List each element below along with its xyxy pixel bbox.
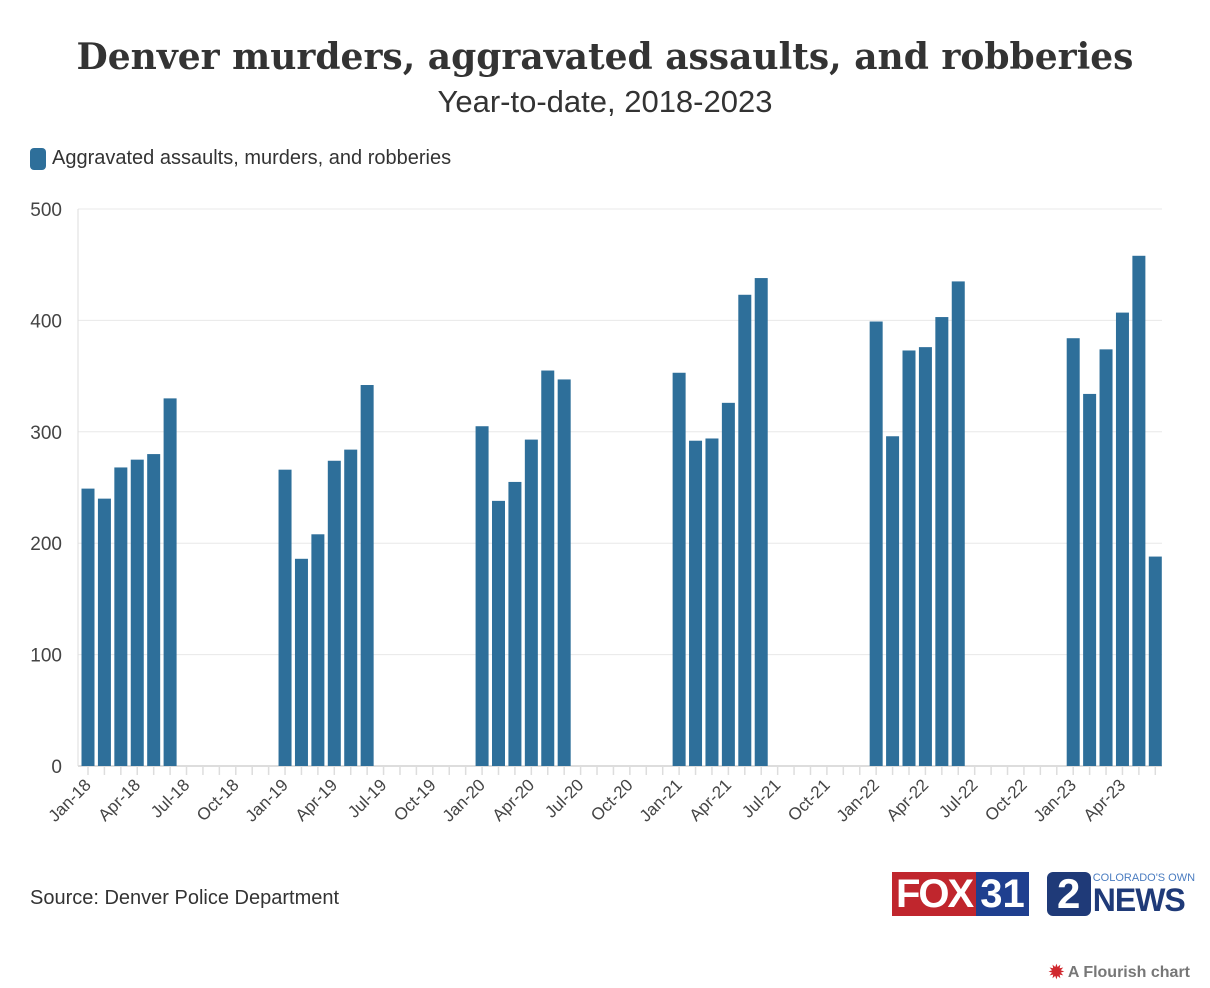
x-tick-label: Oct-21 (784, 775, 834, 825)
bar (672, 372, 686, 766)
bar (524, 439, 538, 766)
bar (935, 317, 949, 766)
x-tick-label: Jul-20 (541, 775, 587, 821)
x-tick-label: Apr-23 (1080, 775, 1130, 825)
bar (705, 438, 719, 766)
bar (344, 449, 358, 766)
x-tick-label: Jan-23 (1030, 775, 1080, 825)
flourish-credit[interactable]: ✹ A Flourish chart (1048, 962, 1190, 982)
bar (1115, 312, 1129, 766)
bar (902, 350, 916, 766)
bar (163, 398, 177, 766)
y-tick-label: 100 (30, 646, 62, 667)
x-tick-label: Jan-19 (242, 775, 292, 825)
x-tick-label: Jul-21 (738, 775, 784, 821)
bar (1099, 349, 1113, 766)
bar (97, 498, 111, 766)
bar (951, 281, 965, 766)
bar (557, 379, 571, 766)
x-tick-label: Jan-20 (439, 775, 489, 825)
bar (1066, 338, 1080, 766)
y-tick-label: 400 (30, 311, 62, 332)
x-tick-label: Oct-22 (981, 775, 1031, 825)
bar (114, 467, 128, 766)
bar (1083, 393, 1097, 766)
news2-logo: 2 COLORADO'S OWN NEWS (1046, 872, 1195, 916)
bar (311, 534, 325, 766)
bar (869, 321, 883, 766)
bar (508, 481, 522, 766)
fox31-logo: FOX 31 (892, 872, 1029, 916)
bar (81, 488, 95, 766)
bar (360, 385, 374, 766)
legend: Aggravated assaults, murders, and robber… (30, 147, 451, 170)
y-tick-label: 300 (30, 423, 62, 444)
x-tick-label: Apr-21 (686, 775, 736, 825)
legend-label: Aggravated assaults, murders, and robber… (52, 147, 452, 169)
chart-title: Denver murders, aggravated assaults, and… (76, 36, 1134, 78)
bar (541, 370, 555, 766)
bar (130, 459, 144, 766)
bar-chart: 0 100 200 300 400 500 Jan-18 Apr-18 Jul-18 Oct-18… (30, 200, 1162, 826)
legend-swatch (30, 147, 46, 170)
x-tick-label: Jan-22 (833, 775, 883, 825)
bar (475, 426, 489, 766)
x-tick-label: Jan-21 (636, 775, 686, 825)
bar (147, 454, 161, 766)
x-tick-label: Jul-19 (344, 775, 390, 821)
bar (886, 436, 900, 766)
bar (721, 402, 735, 766)
bar (738, 294, 752, 766)
x-tick-label: Oct-19 (390, 775, 440, 825)
source-note: Source: Denver Police Department (30, 887, 340, 909)
bar (1132, 255, 1146, 766)
bar (1148, 556, 1162, 766)
y-tick-label: 200 (30, 534, 62, 555)
bar (754, 278, 768, 766)
x-tick-label: Jul-18 (147, 775, 193, 821)
chart-subtitle: Year-to-date, 2018-2023 (437, 84, 773, 119)
bar (492, 500, 505, 766)
bar (294, 558, 308, 766)
y-tick-label: 500 (30, 200, 62, 221)
x-tick-label: Oct-18 (193, 775, 243, 825)
bar (278, 469, 292, 766)
x-tick-label: Apr-22 (883, 775, 933, 825)
x-tick-label: Apr-20 (489, 775, 539, 825)
bar (689, 440, 703, 766)
x-tick-label: Oct-20 (587, 775, 637, 825)
x-tick-label: Jul-22 (935, 775, 981, 821)
x-tick-label: Jan-18 (45, 775, 95, 825)
bar (918, 347, 932, 766)
x-tick-label: Apr-19 (292, 775, 342, 825)
flourish-icon: ✹ (1048, 962, 1064, 982)
y-tick-label: 0 (51, 757, 62, 778)
x-tick-label: Apr-18 (95, 775, 145, 825)
logos: FOX 31 2 COLORADO'S OWN NEWS (892, 872, 1195, 916)
bar (327, 460, 341, 766)
